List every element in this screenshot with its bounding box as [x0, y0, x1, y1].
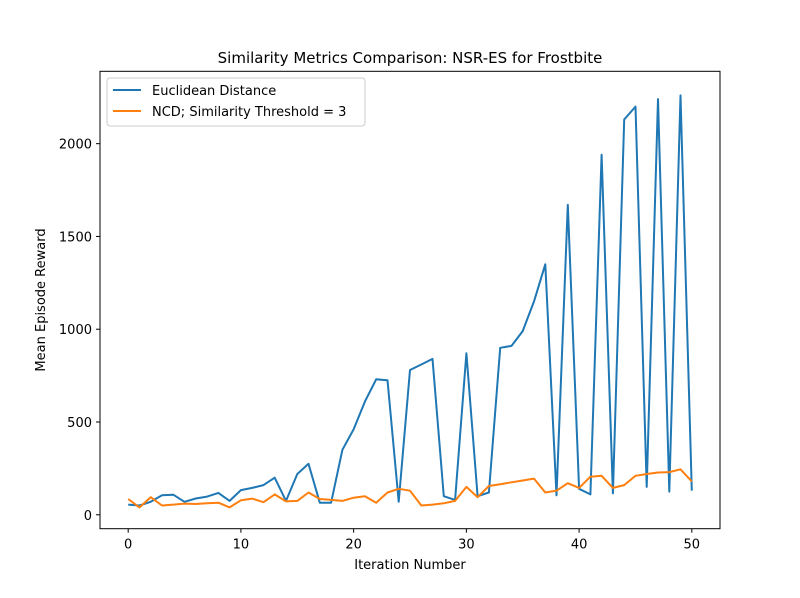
legend-label-euclidean: Euclidean Distance: [152, 84, 276, 99]
y-tick-label: 500: [67, 416, 92, 431]
legend-box: [106, 77, 366, 127]
x-tick-label: 30: [458, 538, 475, 553]
legend: Euclidean Distance NCD; Similarity Thres…: [106, 77, 366, 127]
x-tick-label: 20: [345, 538, 362, 553]
x-axis-label: Iteration Number: [354, 558, 466, 573]
x-tick-label: 10: [233, 538, 250, 553]
y-axis-ticks: 0 500 1000 1500 2000: [59, 138, 100, 524]
chart-title: Similarity Metrics Comparison: NSR-ES fo…: [218, 49, 603, 67]
y-tick-label: 0: [84, 509, 92, 524]
x-tick-label: 50: [684, 538, 701, 553]
y-tick-label: 1000: [59, 323, 92, 338]
plot-area: [100, 71, 720, 529]
y-tick-label: 1500: [59, 230, 92, 245]
x-tick-label: 40: [571, 538, 588, 553]
x-axis-ticks: 0 10 20 30 40 50: [124, 528, 701, 553]
x-tick-label: 0: [124, 538, 132, 553]
series-layer: [127, 94, 693, 509]
series-line-1: [127, 468, 693, 509]
y-tick-label: 2000: [59, 138, 92, 153]
legend-label-ncd: NCD; Similarity Threshold = 3: [152, 105, 346, 120]
series-line-0: [128, 94, 693, 507]
y-axis-label: Mean Episode Reward: [34, 228, 49, 371]
plot-frame: [99, 70, 721, 530]
